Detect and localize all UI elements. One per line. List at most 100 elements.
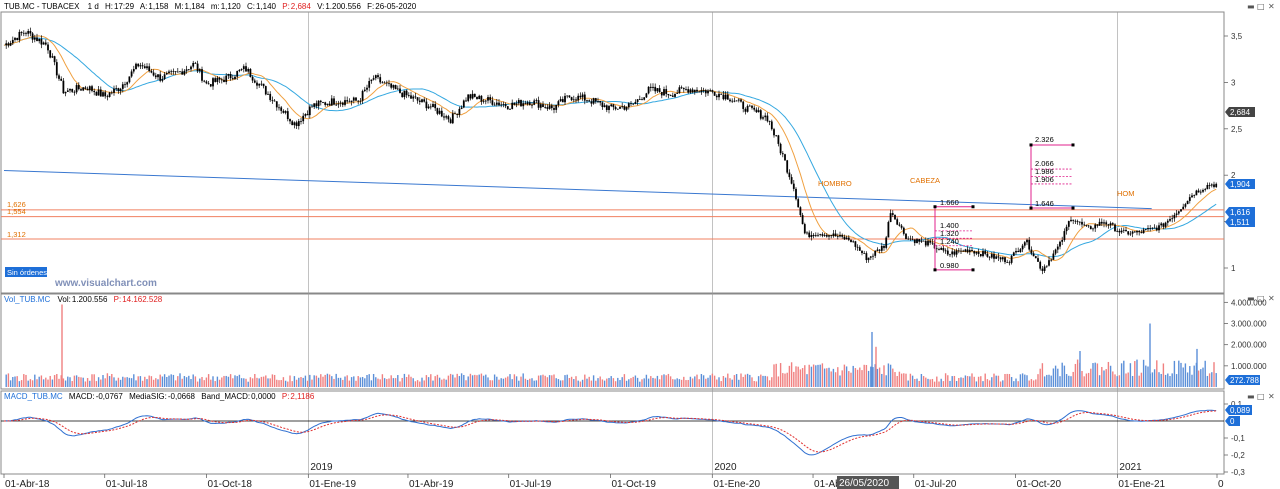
volume-bar — [911, 375, 914, 387]
trendline[interactable] — [3, 170, 1152, 210]
candle-body — [898, 224, 901, 226]
minimize-icon[interactable]: ▬ — [1247, 2, 1255, 11]
projection-boxes[interactable] — [933, 143, 1075, 272]
volume-bar — [216, 376, 219, 387]
candle-body — [1023, 242, 1026, 246]
candle-body — [982, 251, 984, 257]
volume-bar — [14, 376, 16, 387]
volume-bar — [955, 381, 958, 387]
candle-body — [854, 241, 857, 247]
candle-body — [704, 90, 707, 94]
volume-bar — [823, 368, 826, 387]
volume-bar — [386, 379, 388, 387]
volume-bar — [1065, 374, 1068, 387]
volume-bar — [579, 381, 582, 387]
volume-bar — [540, 375, 542, 387]
close-icon[interactable]: ✕ — [1268, 294, 1275, 303]
projection-handle[interactable] — [1029, 143, 1033, 147]
volume-bar — [991, 377, 993, 387]
candle-body — [845, 237, 848, 240]
candle-body — [1153, 227, 1156, 229]
volume-bar — [801, 368, 804, 387]
candle-body — [1012, 252, 1015, 256]
volume-y-axis: 4.000.000 3.000.000 2.000.000 1.000.000 — [1224, 298, 1267, 371]
volume-bar — [458, 376, 461, 387]
candle-body — [1122, 229, 1125, 231]
price-tick-label: 1 — [1231, 264, 1236, 273]
volume-bar — [227, 376, 230, 387]
macd-badge-text: 0,089 — [1230, 406, 1251, 415]
candle-body — [803, 224, 806, 234]
volume-bar — [1134, 361, 1136, 387]
volume-bar — [1180, 362, 1182, 387]
volume-bar — [667, 373, 670, 387]
candle-body — [951, 251, 954, 255]
volume-bar — [86, 378, 89, 387]
candle-body — [1010, 255, 1013, 263]
candle-body — [869, 256, 872, 258]
projection-handle[interactable] — [971, 268, 975, 272]
volume-bar — [826, 368, 828, 387]
volume-bar — [621, 377, 623, 387]
volume-bar — [491, 380, 494, 387]
order-badge[interactable] — [5, 267, 47, 277]
x-tick-label: 01-Ene-19 — [309, 479, 356, 489]
projection-handle[interactable] — [933, 268, 937, 272]
volume-bar — [898, 371, 901, 387]
volume-bar — [93, 374, 95, 387]
candle-body — [1050, 259, 1053, 261]
volume-tick-label: 4.000.000 — [1231, 298, 1267, 307]
signal-line — [4, 410, 1217, 453]
candle-body — [311, 106, 313, 108]
maximize-icon[interactable]: □ — [1257, 2, 1265, 11]
badge-text: 1,904 — [1230, 180, 1251, 189]
minimize-icon[interactable]: ▬ — [1247, 392, 1255, 401]
volume-bar — [1197, 370, 1200, 387]
projection-handle[interactable] — [971, 205, 975, 209]
cursor-date-text: 26/05/2020 — [839, 478, 889, 489]
candle-body — [190, 66, 192, 70]
maximize-icon[interactable]: □ — [1257, 294, 1265, 303]
candle-body — [372, 78, 375, 80]
maximize-icon[interactable]: □ — [1257, 392, 1265, 401]
volume-bar — [694, 376, 696, 387]
x-tick-label: 01-Abr-19 — [409, 479, 454, 489]
projection-handle[interactable] — [1071, 143, 1075, 147]
volume-bar — [423, 380, 425, 387]
candle-body — [1054, 249, 1057, 254]
macd-panel-controls[interactable]: ▬ □ ✕ — [1247, 392, 1275, 401]
volume-bar — [207, 374, 210, 387]
volume-bar — [643, 378, 645, 387]
candle-body — [84, 87, 87, 89]
candle-body — [737, 99, 740, 101]
volume-bar — [155, 378, 157, 387]
projection-label: 0.980 — [940, 261, 959, 270]
close-icon[interactable]: ✕ — [1268, 392, 1275, 401]
volume-bar — [603, 380, 606, 387]
volume-bar — [1054, 365, 1057, 387]
close-icon[interactable]: ✕ — [1268, 2, 1275, 11]
volume-bar — [1015, 378, 1017, 387]
projection-handle[interactable] — [1071, 206, 1075, 210]
candle-body — [649, 86, 652, 88]
candle-body — [476, 96, 478, 100]
candle-body — [436, 108, 439, 114]
candle-body — [907, 238, 910, 240]
price-panel-controls[interactable]: ▬ □ ✕ — [1247, 2, 1275, 11]
candle-body — [764, 115, 767, 118]
candle-body — [346, 100, 349, 102]
volume-bar — [623, 374, 626, 387]
volume-panel-controls[interactable]: ▬ □ ✕ — [1247, 294, 1275, 303]
candle-body — [665, 89, 668, 94]
candle-body — [141, 65, 144, 67]
volume-bar — [225, 375, 227, 387]
candle-body — [742, 101, 745, 109]
candle-body — [1129, 233, 1132, 235]
candle-body — [258, 83, 261, 86]
projection-handle[interactable] — [1029, 206, 1033, 210]
projection-handle[interactable] — [933, 205, 937, 209]
candle-body — [498, 102, 500, 106]
candle-body — [819, 234, 822, 235]
minimize-icon[interactable]: ▬ — [1247, 294, 1255, 303]
candle-body — [795, 188, 797, 200]
